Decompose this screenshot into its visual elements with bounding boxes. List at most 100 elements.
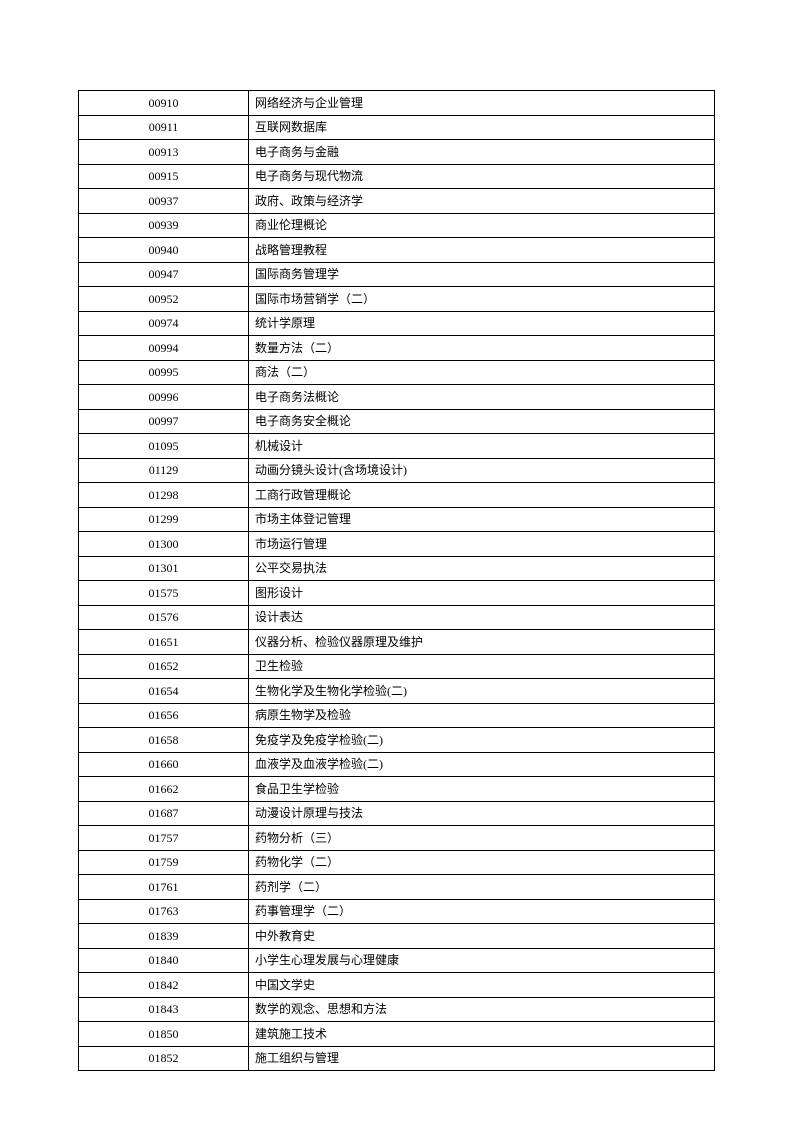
course-name-cell: 战略管理教程	[249, 238, 715, 263]
table-row: 01576设计表达	[79, 605, 715, 630]
table-row: 01095机械设计	[79, 434, 715, 459]
course-code-cell: 01840	[79, 948, 249, 973]
course-name-cell: 电子商务法概论	[249, 385, 715, 410]
course-code-cell: 01575	[79, 581, 249, 606]
table-row: 01662食品卫生学检验	[79, 777, 715, 802]
course-table-body: 00910网络经济与企业管理00911互联网数据库00913电子商务与金融009…	[79, 91, 715, 1071]
course-code-cell: 01761	[79, 875, 249, 900]
table-row: 00939商业伦理概论	[79, 213, 715, 238]
course-name-cell: 商业伦理概论	[249, 213, 715, 238]
course-name-cell: 中外教育史	[249, 924, 715, 949]
table-row: 01759药物化学（二）	[79, 850, 715, 875]
course-name-cell: 药剂学（二）	[249, 875, 715, 900]
course-code-cell: 00939	[79, 213, 249, 238]
course-code-cell: 01300	[79, 532, 249, 557]
course-name-cell: 建筑施工技术	[249, 1022, 715, 1047]
course-table: 00910网络经济与企业管理00911互联网数据库00913电子商务与金融009…	[78, 90, 715, 1071]
course-code-cell: 01299	[79, 507, 249, 532]
course-name-cell: 市场主体登记管理	[249, 507, 715, 532]
course-name-cell: 公平交易执法	[249, 556, 715, 581]
course-code-cell: 00974	[79, 311, 249, 336]
course-code-cell: 00997	[79, 409, 249, 434]
table-row: 01852施工组织与管理	[79, 1046, 715, 1071]
course-code-cell: 00952	[79, 287, 249, 312]
course-name-cell: 政府、政策与经济学	[249, 189, 715, 214]
table-row: 01575图形设计	[79, 581, 715, 606]
table-row: 00910网络经济与企业管理	[79, 91, 715, 116]
table-row: 01757药物分析（三）	[79, 826, 715, 851]
course-name-cell: 中国文学史	[249, 973, 715, 998]
course-code-cell: 01759	[79, 850, 249, 875]
course-name-cell: 电子商务与现代物流	[249, 164, 715, 189]
course-code-cell: 01850	[79, 1022, 249, 1047]
course-code-cell: 01660	[79, 752, 249, 777]
course-code-cell: 01576	[79, 605, 249, 630]
course-code-cell: 01757	[79, 826, 249, 851]
course-name-cell: 图形设计	[249, 581, 715, 606]
course-name-cell: 动漫设计原理与技法	[249, 801, 715, 826]
table-row: 01761药剂学（二）	[79, 875, 715, 900]
course-code-cell: 01763	[79, 899, 249, 924]
table-row: 01301公平交易执法	[79, 556, 715, 581]
course-code-cell: 01839	[79, 924, 249, 949]
table-row: 00915电子商务与现代物流	[79, 164, 715, 189]
table-row: 01651仪器分析、检验仪器原理及维护	[79, 630, 715, 655]
table-row: 00994数量方法（二）	[79, 336, 715, 361]
course-name-cell: 市场运行管理	[249, 532, 715, 557]
table-row: 00997电子商务安全概论	[79, 409, 715, 434]
course-code-cell: 00937	[79, 189, 249, 214]
table-row: 01299市场主体登记管理	[79, 507, 715, 532]
table-row: 00937政府、政策与经济学	[79, 189, 715, 214]
course-name-cell: 生物化学及生物化学检验(二)	[249, 679, 715, 704]
table-row: 01129动画分镜头设计(含场境设计)	[79, 458, 715, 483]
table-row: 01843数学的观念、思想和方法	[79, 997, 715, 1022]
table-row: 01658免疫学及免疫学检验(二)	[79, 728, 715, 753]
course-name-cell: 仪器分析、检验仪器原理及维护	[249, 630, 715, 655]
course-code-cell: 01129	[79, 458, 249, 483]
course-code-cell: 00913	[79, 140, 249, 165]
course-name-cell: 病原生物学及检验	[249, 703, 715, 728]
course-name-cell: 食品卫生学检验	[249, 777, 715, 802]
course-code-cell: 01687	[79, 801, 249, 826]
course-name-cell: 施工组织与管理	[249, 1046, 715, 1071]
course-name-cell: 免疫学及免疫学检验(二)	[249, 728, 715, 753]
course-code-cell: 01652	[79, 654, 249, 679]
table-row: 00995商法（二）	[79, 360, 715, 385]
course-name-cell: 国际市场营销学（二）	[249, 287, 715, 312]
table-row: 01660血液学及血液学检验(二)	[79, 752, 715, 777]
course-code-cell: 00995	[79, 360, 249, 385]
course-name-cell: 药物化学（二）	[249, 850, 715, 875]
table-row: 01763药事管理学（二）	[79, 899, 715, 924]
course-name-cell: 机械设计	[249, 434, 715, 459]
table-row: 01842中国文学史	[79, 973, 715, 998]
course-code-cell: 00911	[79, 115, 249, 140]
table-row: 01687动漫设计原理与技法	[79, 801, 715, 826]
table-row: 00974统计学原理	[79, 311, 715, 336]
table-row: 01850建筑施工技术	[79, 1022, 715, 1047]
course-code-cell: 00915	[79, 164, 249, 189]
table-row: 00911互联网数据库	[79, 115, 715, 140]
course-code-cell: 01852	[79, 1046, 249, 1071]
course-name-cell: 血液学及血液学检验(二)	[249, 752, 715, 777]
course-code-cell: 01095	[79, 434, 249, 459]
course-name-cell: 药事管理学（二）	[249, 899, 715, 924]
course-name-cell: 动画分镜头设计(含场境设计)	[249, 458, 715, 483]
course-code-cell: 01842	[79, 973, 249, 998]
table-row: 01839中外教育史	[79, 924, 715, 949]
course-code-cell: 01662	[79, 777, 249, 802]
table-row: 00913电子商务与金融	[79, 140, 715, 165]
course-name-cell: 工商行政管理概论	[249, 483, 715, 508]
course-name-cell: 卫生检验	[249, 654, 715, 679]
course-name-cell: 统计学原理	[249, 311, 715, 336]
course-code-cell: 01656	[79, 703, 249, 728]
table-row: 00952国际市场营销学（二）	[79, 287, 715, 312]
course-code-cell: 01658	[79, 728, 249, 753]
course-name-cell: 药物分析（三）	[249, 826, 715, 851]
course-name-cell: 设计表达	[249, 605, 715, 630]
course-code-cell: 01298	[79, 483, 249, 508]
course-name-cell: 小学生心理发展与心理健康	[249, 948, 715, 973]
table-row: 00947国际商务管理学	[79, 262, 715, 287]
course-name-cell: 网络经济与企业管理	[249, 91, 715, 116]
course-code-cell: 00910	[79, 91, 249, 116]
course-name-cell: 电子商务安全概论	[249, 409, 715, 434]
